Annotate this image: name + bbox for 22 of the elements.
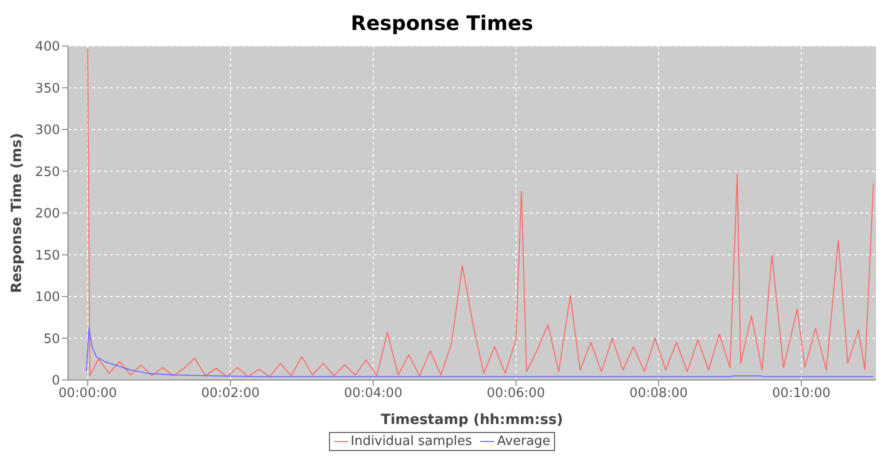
x-tick-label: 00:00:00 bbox=[58, 386, 117, 402]
line-series bbox=[86, 328, 874, 378]
line-series bbox=[87, 48, 874, 378]
x-tick-label: 00:08:00 bbox=[629, 386, 688, 402]
y-tick-label: 250 bbox=[35, 164, 60, 180]
y-tick-label: 200 bbox=[35, 206, 60, 222]
y-tick-label: 50 bbox=[43, 332, 60, 347]
x-axis-title: Timestamp (hh:mm:ss) bbox=[380, 412, 564, 428]
x-tick-label: 00:10:00 bbox=[772, 386, 831, 402]
legend-label: Individual samples bbox=[350, 434, 472, 449]
chart-title: Response Times bbox=[350, 10, 534, 37]
legend-label: Average bbox=[496, 434, 550, 449]
y-tick-label: 0 bbox=[52, 374, 60, 389]
y-tick-label: 400 bbox=[35, 40, 60, 55]
x-tick-label: 00:04:00 bbox=[344, 386, 402, 402]
y-tick-label: 350 bbox=[35, 81, 60, 96]
x-tick-label: 00:06:00 bbox=[486, 386, 546, 402]
y-tick-label: 100 bbox=[35, 290, 60, 306]
y-axis-title: Response Time (ms) bbox=[8, 133, 25, 293]
y-tick-label: 300 bbox=[35, 123, 60, 138]
x-tick-label: 00:02:00 bbox=[201, 386, 260, 402]
y-tick-label: 150 bbox=[35, 248, 60, 264]
